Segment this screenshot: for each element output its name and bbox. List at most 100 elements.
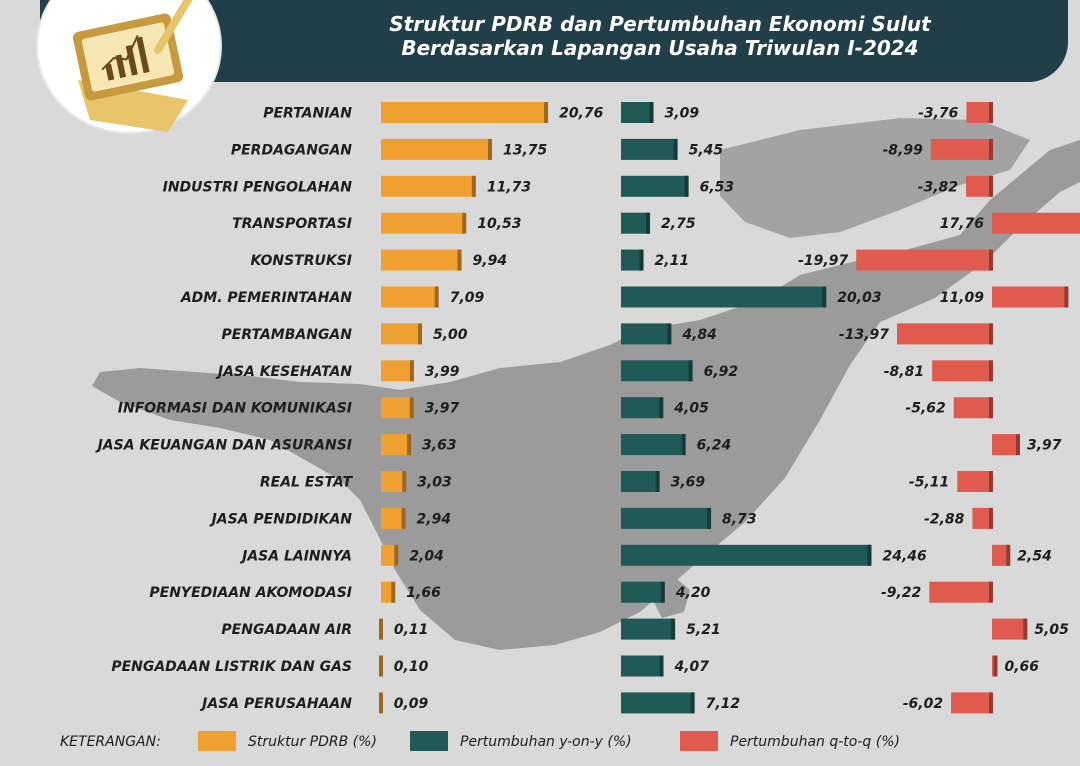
yoy-value-label: 4,05 (673, 401, 709, 417)
legend: KETERANGAN: Struktur PDRB (%) Pertumbuhan … (60, 731, 900, 751)
category-label: INFORMASI DAN KOMUNIKASI (118, 401, 352, 417)
yoy-bar (621, 434, 686, 456)
qtq-value-label: -13,97 (839, 327, 889, 343)
map-shape (92, 140, 1080, 650)
chart-title-line1: Struktur PDRB dan Pertumbuhan Ekonomi Su… (389, 12, 931, 36)
qtq-value-label: -8,99 (883, 142, 924, 158)
yoy-bar (621, 102, 654, 123)
category-label: JASA KESEHATAN (215, 364, 352, 380)
struktur-value-label: 0,10 (394, 659, 429, 675)
legend-swatch (198, 731, 236, 751)
yoy-value-label: 6,92 (704, 364, 739, 380)
bars-layer (379, 102, 1080, 714)
legend-label: Struktur PDRB (%) (248, 734, 377, 750)
qtq-value-label: -3,82 (918, 179, 958, 195)
yoy-value-label: 3,69 (671, 475, 706, 491)
struktur-bar (381, 397, 414, 419)
struktur-bar (381, 102, 549, 123)
struktur-bar (381, 212, 467, 234)
qtq-value-label: -5,62 (905, 401, 945, 417)
category-label: PENGADAAN AIR (221, 622, 352, 638)
struktur-value-label: 20,76 (559, 106, 604, 122)
struktur-bar (381, 138, 492, 160)
legend-title: KETERANGAN: (60, 734, 161, 750)
qtq-value-label: -3,76 (918, 106, 959, 122)
legend-swatch (410, 731, 448, 751)
struktur-value-label: 1,66 (406, 585, 441, 601)
chart-title-line2: Berdasarkan Lapangan Usaha Triwulan I-20… (401, 36, 919, 60)
struktur-value-label: 5,00 (433, 327, 468, 343)
yoy-value-label: 4,84 (681, 327, 717, 343)
qtq-value-label: -8,81 (884, 364, 924, 380)
category-label: TRANSPORTASI (232, 216, 352, 232)
struktur-value-label: 0,11 (394, 622, 429, 638)
qtq-value-label: -19,97 (798, 253, 848, 269)
qtq-bar (992, 434, 1020, 456)
category-label: INDUSTRI PENGOLAHAN (163, 179, 353, 195)
yoy-bar (621, 212, 651, 234)
struktur-value-label: 3,63 (422, 438, 457, 454)
category-label: PERTAMBANGAN (222, 327, 353, 343)
qtq-value-label: -9,22 (881, 585, 921, 601)
yoy-value-label: 4,20 (675, 585, 711, 601)
yoy-bar (621, 618, 676, 640)
qtq-bar (972, 507, 993, 529)
qtq-bar (953, 397, 993, 419)
qtq-bar (992, 655, 998, 677)
yoy-bar (621, 397, 664, 419)
struktur-bar (379, 692, 383, 714)
struktur-bar (381, 434, 412, 456)
struktur-bar (381, 471, 407, 492)
yoy-value-label: 24,46 (882, 548, 927, 564)
qtq-value-label: -6,02 (903, 696, 943, 712)
yoy-value-label: 8,73 (722, 511, 757, 527)
qtq-value-label: 11,09 (940, 290, 985, 306)
yoy-value-label: 2,75 (661, 216, 696, 232)
category-label: JASA PERUSAHAAN (199, 696, 352, 712)
yoy-value-label: 3,09 (665, 106, 700, 122)
yoy-bar (621, 249, 644, 271)
qtq-bar (932, 360, 993, 382)
yoy-value-label: 6,53 (700, 179, 735, 195)
qtq-value-label: 0,66 (1004, 659, 1039, 675)
yoy-bar (621, 655, 664, 677)
category-label: PENYEDIAAN AKOMODASI (149, 585, 352, 601)
yoy-bar (621, 692, 695, 714)
qtq-bar (929, 581, 993, 603)
background-map (92, 118, 1080, 650)
yoy-value-label: 6,24 (697, 438, 732, 454)
category-label: KONSTRUKSI (251, 253, 353, 269)
qtq-bar (957, 471, 993, 492)
category-label: PERTANIAN (263, 106, 352, 122)
struktur-value-label: 3,03 (417, 475, 452, 491)
qtq-value-label: 3,97 (1027, 438, 1062, 454)
struktur-value-label: 3,99 (425, 364, 460, 380)
category-label: PENGADAAN LISTRIK DAN GAS (111, 659, 352, 675)
category-labels: PERTANIAN PERDAGANGAN INDUSTRI PENGOLAHAN T… (95, 106, 354, 712)
category-label: JASA KEUANGAN DAN ASURANSI (95, 438, 352, 454)
qtq-value-label: -5,11 (909, 475, 949, 491)
struktur-bar (381, 175, 476, 197)
category-label: ADM. PEMERINTAHAN (180, 290, 352, 306)
struktur-value-label: 2,94 (417, 511, 452, 527)
legend-label: Pertumbuhan y-on-y (%) (460, 734, 632, 750)
struktur-value-label: 3,97 (425, 401, 460, 417)
chart-tablet-icon (72, 0, 192, 132)
yoy-bar (621, 323, 672, 345)
yoy-value-label: 4,07 (674, 659, 710, 675)
struktur-value-label: 2,04 (409, 548, 444, 564)
yoy-value-label: 5,21 (686, 622, 721, 638)
struktur-bar (381, 581, 396, 603)
struktur-bar (381, 249, 462, 271)
yoy-bar (621, 544, 872, 566)
category-label: REAL ESTAT (260, 475, 354, 491)
qtq-bar (966, 102, 993, 123)
yoy-bar (621, 360, 693, 382)
struktur-bar (381, 286, 439, 308)
yoy-value-label: 5,45 (689, 142, 724, 158)
legend-swatch (680, 731, 718, 751)
struktur-value-label: 11,73 (487, 179, 531, 195)
yoy-value-label: 7,12 (706, 696, 741, 712)
category-label: PERDAGANGAN (231, 142, 352, 158)
